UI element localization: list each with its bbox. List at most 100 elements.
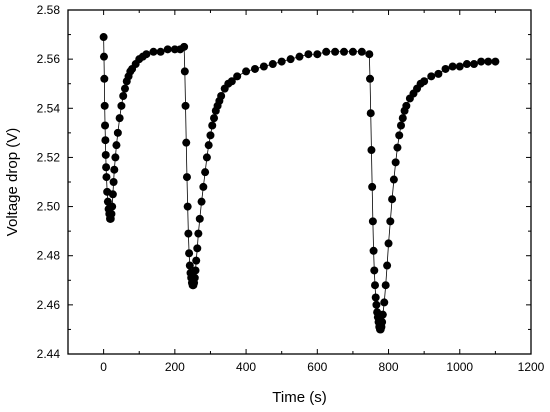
data-point (455, 62, 464, 71)
data-point (388, 195, 397, 204)
data-point (115, 114, 124, 123)
data-point (365, 50, 374, 59)
data-point (250, 64, 259, 73)
data-point (331, 47, 340, 56)
data-point (101, 136, 110, 145)
data-point (389, 175, 398, 184)
data-point (206, 131, 215, 140)
data-point (193, 244, 202, 253)
data-point (101, 150, 110, 159)
data-point (108, 190, 117, 199)
data-point (395, 131, 404, 140)
data-point (99, 52, 108, 61)
data-point (366, 74, 375, 83)
data-point (108, 202, 117, 211)
data-point (194, 229, 203, 238)
data-point (322, 47, 331, 56)
x-tick-label: 0 (100, 360, 107, 374)
data-point (119, 92, 128, 100)
data-point (286, 55, 295, 64)
data-point (391, 158, 400, 167)
data-point (156, 47, 165, 56)
data-point (101, 121, 110, 130)
data-point (202, 153, 211, 162)
y-tick-label: 2.54 (37, 101, 61, 115)
data-point (185, 261, 194, 270)
data-point (204, 141, 213, 150)
data-point (99, 33, 108, 42)
data-point (112, 141, 121, 150)
data-point (491, 57, 500, 66)
data-point (484, 57, 493, 66)
data-point (102, 173, 111, 182)
data-point (434, 69, 443, 78)
data-point (217, 92, 226, 100)
data-point (348, 47, 357, 56)
x-tick-label: 800 (379, 360, 399, 374)
data-point (295, 52, 304, 61)
data-point (369, 246, 378, 255)
x-tick-label: 1200 (518, 360, 545, 374)
data-point (462, 60, 471, 69)
data-point (180, 67, 189, 76)
data-point (370, 266, 379, 275)
data-point (340, 47, 349, 56)
x-tick-label: 1000 (446, 360, 473, 374)
data-point (368, 182, 377, 191)
data-point (110, 165, 119, 174)
data-point (277, 57, 286, 66)
data-point (378, 310, 387, 319)
data-point (427, 72, 436, 81)
data-point (180, 42, 189, 51)
data-point (441, 64, 450, 73)
data-point (386, 217, 395, 226)
data-point (371, 281, 380, 290)
data-point (368, 217, 377, 226)
x-tick-label: 200 (165, 360, 185, 374)
data-point (259, 62, 268, 71)
data-point (371, 293, 380, 302)
y-tick-label: 2.58 (37, 3, 61, 17)
data-point (183, 202, 192, 211)
x-tick-label: 400 (236, 360, 256, 374)
y-tick-label: 2.56 (37, 52, 61, 66)
data-point (182, 138, 191, 147)
data-point (120, 84, 129, 93)
data-point (192, 256, 201, 265)
data-point (383, 261, 392, 270)
data-point (233, 72, 242, 81)
data-point (182, 173, 191, 182)
data-point (201, 168, 210, 177)
data-point (367, 146, 376, 155)
data-point (100, 74, 109, 83)
data-point (184, 229, 193, 238)
data-point (304, 50, 313, 59)
data-point (109, 178, 118, 186)
data-point (190, 273, 199, 282)
data-point (208, 121, 217, 130)
data-point (397, 121, 406, 130)
data-point (227, 77, 236, 86)
data-point (185, 249, 194, 258)
data-point (181, 101, 190, 110)
data-point (107, 209, 116, 218)
data-point (195, 214, 204, 223)
y-tick-label: 2.50 (37, 200, 61, 214)
data-point (366, 109, 375, 118)
data-point (384, 239, 393, 248)
data-point (380, 298, 389, 307)
data-point (199, 182, 208, 191)
data-point (398, 114, 407, 123)
data-point (378, 318, 387, 327)
data-layer (99, 33, 500, 334)
data-point (420, 77, 429, 86)
x-tick-label: 600 (307, 360, 327, 374)
data-point (448, 62, 457, 71)
data-point (197, 197, 206, 206)
data-point (357, 47, 366, 56)
data-point (191, 266, 200, 275)
data-point (242, 67, 251, 76)
y-axis-title: Voltage drop (V) (4, 128, 21, 236)
data-point (102, 163, 111, 172)
